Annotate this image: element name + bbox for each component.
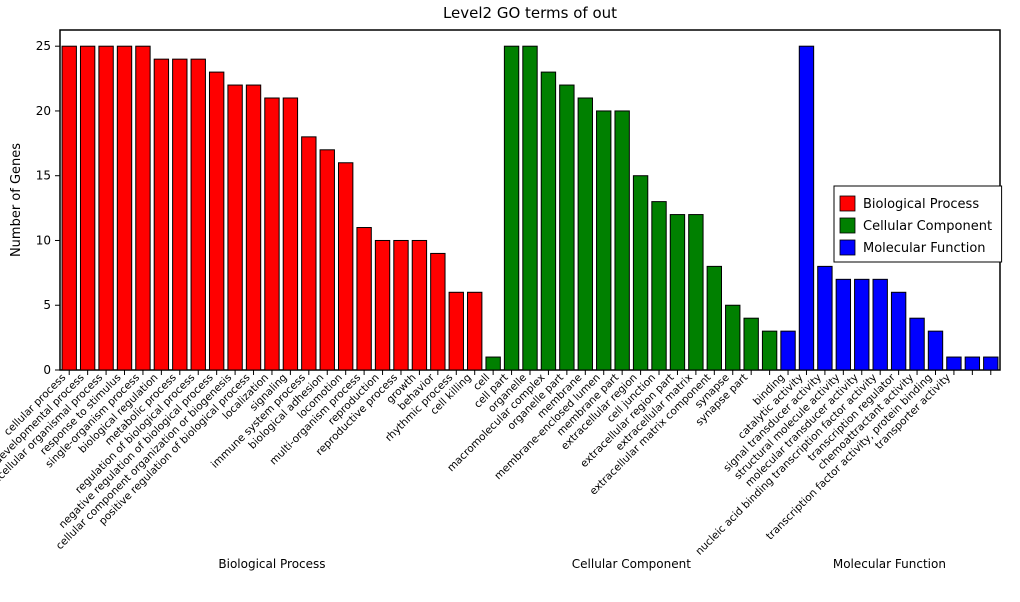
bar <box>633 176 647 370</box>
bar <box>375 240 389 370</box>
y-axis-title: Number of Genes <box>9 143 24 257</box>
bar <box>597 111 611 370</box>
bar <box>541 72 555 370</box>
bar <box>615 111 629 370</box>
y-tick-label: 0 <box>43 363 51 377</box>
bar <box>818 266 832 370</box>
group-label: Biological Process <box>218 557 325 571</box>
bar <box>928 331 942 370</box>
bar <box>578 98 592 370</box>
bar <box>799 46 813 370</box>
chart-title: Level2 GO terms of out <box>443 4 617 22</box>
bar <box>855 279 869 370</box>
legend-label: Molecular Function <box>863 241 986 256</box>
bar <box>265 98 279 370</box>
legend-swatch <box>840 240 855 255</box>
bar <box>449 292 463 370</box>
bar <box>412 240 426 370</box>
group-label: Molecular Function <box>833 557 946 571</box>
y-tick-label: 20 <box>36 104 51 118</box>
bar <box>117 46 131 370</box>
legend-swatch <box>840 218 855 233</box>
bar <box>302 137 316 370</box>
bar <box>891 292 905 370</box>
bar <box>136 46 150 370</box>
bar <box>744 318 758 370</box>
bar <box>431 253 445 370</box>
y-tick-label: 25 <box>36 39 51 53</box>
bar <box>707 266 721 370</box>
bar <box>246 85 260 370</box>
bar <box>762 331 776 370</box>
bar <box>560 85 574 370</box>
bar <box>173 59 187 370</box>
bar <box>486 357 500 370</box>
bar <box>283 98 297 370</box>
bar <box>99 46 113 370</box>
bar <box>965 357 979 370</box>
legend-swatch <box>840 196 855 211</box>
group-label: Cellular Component <box>572 557 691 571</box>
bar <box>689 215 703 370</box>
bar <box>984 357 998 370</box>
bar <box>910 318 924 370</box>
go-terms-bar-chart: 0 5 10 15 20 25 Number of Genes Level2 GO terms… <box>0 0 1020 602</box>
legend-label: Cellular Component <box>863 219 992 234</box>
bar <box>523 46 537 370</box>
bar <box>836 279 850 370</box>
bar <box>504 46 518 370</box>
bar <box>947 357 961 370</box>
y-tick-label: 15 <box>36 169 51 183</box>
bar <box>357 228 371 370</box>
bar <box>338 163 352 370</box>
bar <box>228 85 242 370</box>
bar <box>320 150 334 370</box>
bar <box>80 46 94 370</box>
bar <box>726 305 740 370</box>
bar <box>468 292 482 370</box>
bar <box>781 331 795 370</box>
y-tick-label: 5 <box>43 298 51 312</box>
bar <box>652 202 666 370</box>
bar <box>62 46 76 370</box>
bar <box>670 215 684 370</box>
bar <box>873 279 887 370</box>
bar <box>154 59 168 370</box>
y-tick-label: 10 <box>36 233 51 247</box>
legend-label: Biological Process <box>863 197 979 212</box>
bar <box>394 240 408 370</box>
bar <box>191 59 205 370</box>
bar <box>209 72 223 370</box>
